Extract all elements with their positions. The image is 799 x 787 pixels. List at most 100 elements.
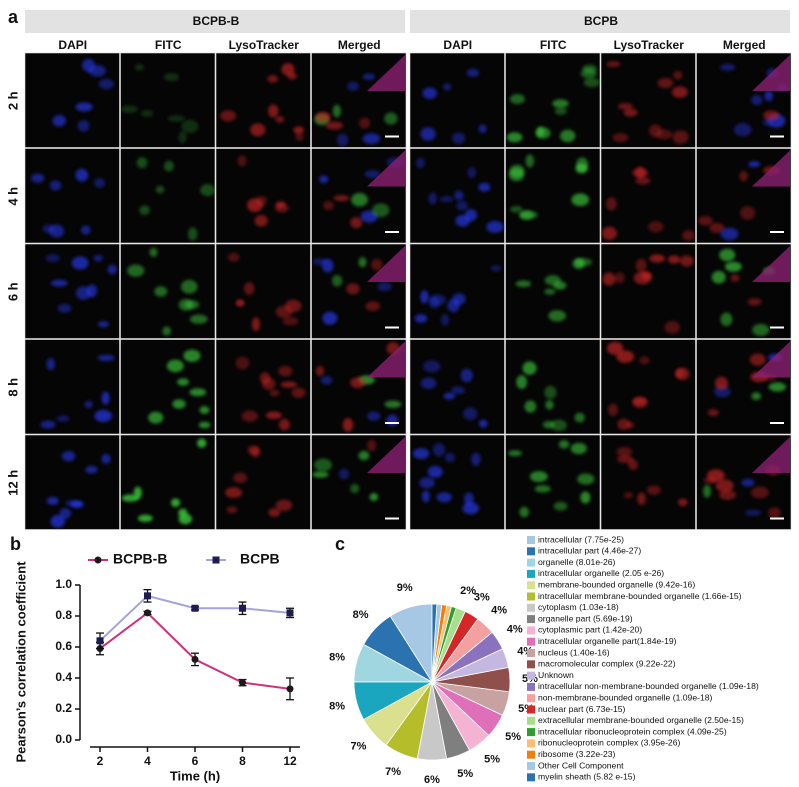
micrograph [120,52,216,148]
micrograph [120,243,216,339]
micrograph [120,339,216,435]
legend-marker [94,556,102,564]
micrograph [696,243,792,339]
slice-label: 5% [505,731,521,743]
legend-swatch [527,569,535,578]
cell-blob [366,411,381,421]
micrograph [600,243,696,339]
cell-blob [101,391,110,405]
marker [191,655,199,663]
column-header: LysoTracker [229,38,300,52]
cell-blob [545,399,554,410]
slice-label: 5% [484,753,500,765]
cell-blob [172,399,186,409]
cell-blob [548,310,567,322]
inset [367,341,405,378]
legend-swatch [527,603,535,612]
cell-blob [295,132,304,141]
legend-label: BCPB-B [113,551,167,567]
cell-blob [749,353,766,366]
micrograph [505,52,601,148]
cell-blob [553,501,568,511]
legend-label: nucleus (1.40e-16) [538,647,610,657]
cell-blob [455,214,471,227]
cell-blob [384,400,402,408]
cell-blob [333,195,350,202]
cell-blob [61,450,76,462]
cell-blob [367,439,377,452]
cell-blob [315,111,331,123]
micrograph-bg [696,243,792,339]
cell-blob [664,321,680,334]
y-tick-label: 1.0 [55,577,72,591]
cell-blob [720,227,739,241]
slice-label: 4% [507,623,523,635]
cell-blob [358,257,367,268]
cell-blob [671,86,688,98]
cell-blob [233,472,248,484]
cell-blob [358,450,370,461]
cell-blob [181,119,199,134]
cell-blob [741,478,755,487]
cell-blob [319,175,329,184]
micrograph-bg [24,148,120,244]
cell-blob [350,377,366,389]
inset [367,55,405,91]
cell-blob [606,341,624,355]
micrograph-bg [311,434,407,530]
cell-blob [747,298,762,306]
cell-blob [97,321,109,328]
micrograph [120,434,216,530]
cell-blob [293,126,305,134]
cell-blob [127,264,145,277]
cell-blob [200,183,215,197]
cell-blob [42,224,55,234]
cell-blob [525,154,535,168]
column-header: Merged [338,38,381,52]
cell-blob [697,216,713,226]
inset [752,341,790,378]
cell-blob [751,94,763,106]
row-label: 4 h [5,187,20,206]
micrograph [505,148,601,244]
marker [286,609,294,617]
cell-blob [350,483,360,494]
cell-blob [451,132,466,144]
cell-blob [365,301,381,312]
cell-blob [639,356,650,365]
cell-blob [626,421,635,429]
legend-swatch [527,728,535,737]
cell-blob [170,498,181,508]
cell-blob [98,78,114,90]
cell-blob [550,419,567,432]
cell-blob [377,281,392,292]
cell-blob [281,63,295,76]
micrograph [409,434,505,530]
slice-label: 2% [460,585,476,597]
legend-swatch [527,558,535,567]
cell-blob [744,509,762,516]
cell-blob [680,255,694,267]
micrograph [215,339,311,435]
cell-blob [601,226,617,240]
cell-blob [443,392,456,400]
legend-label: ribonucleoprotein complex (3.95e-26) [538,738,680,748]
cell-blob [267,74,279,83]
cell-blob [709,222,725,233]
row-label: 6 h [5,282,20,301]
cell-blob [583,77,600,88]
cell-blob [155,185,165,194]
panel-label: c [335,534,345,554]
micrograph [505,339,601,435]
y-tick-label: 0.0 [55,732,72,746]
cell-blob [291,387,306,398]
cell-blob [322,311,338,325]
cell-blob [646,485,661,495]
cell-blob [163,72,180,82]
legend-swatch [527,615,535,624]
cell-blob [456,200,468,211]
legend-label: intracellular non-membrane-bounded organ… [538,681,759,691]
cell-blob [536,126,545,137]
micrograph [696,148,792,244]
marker [286,685,294,693]
